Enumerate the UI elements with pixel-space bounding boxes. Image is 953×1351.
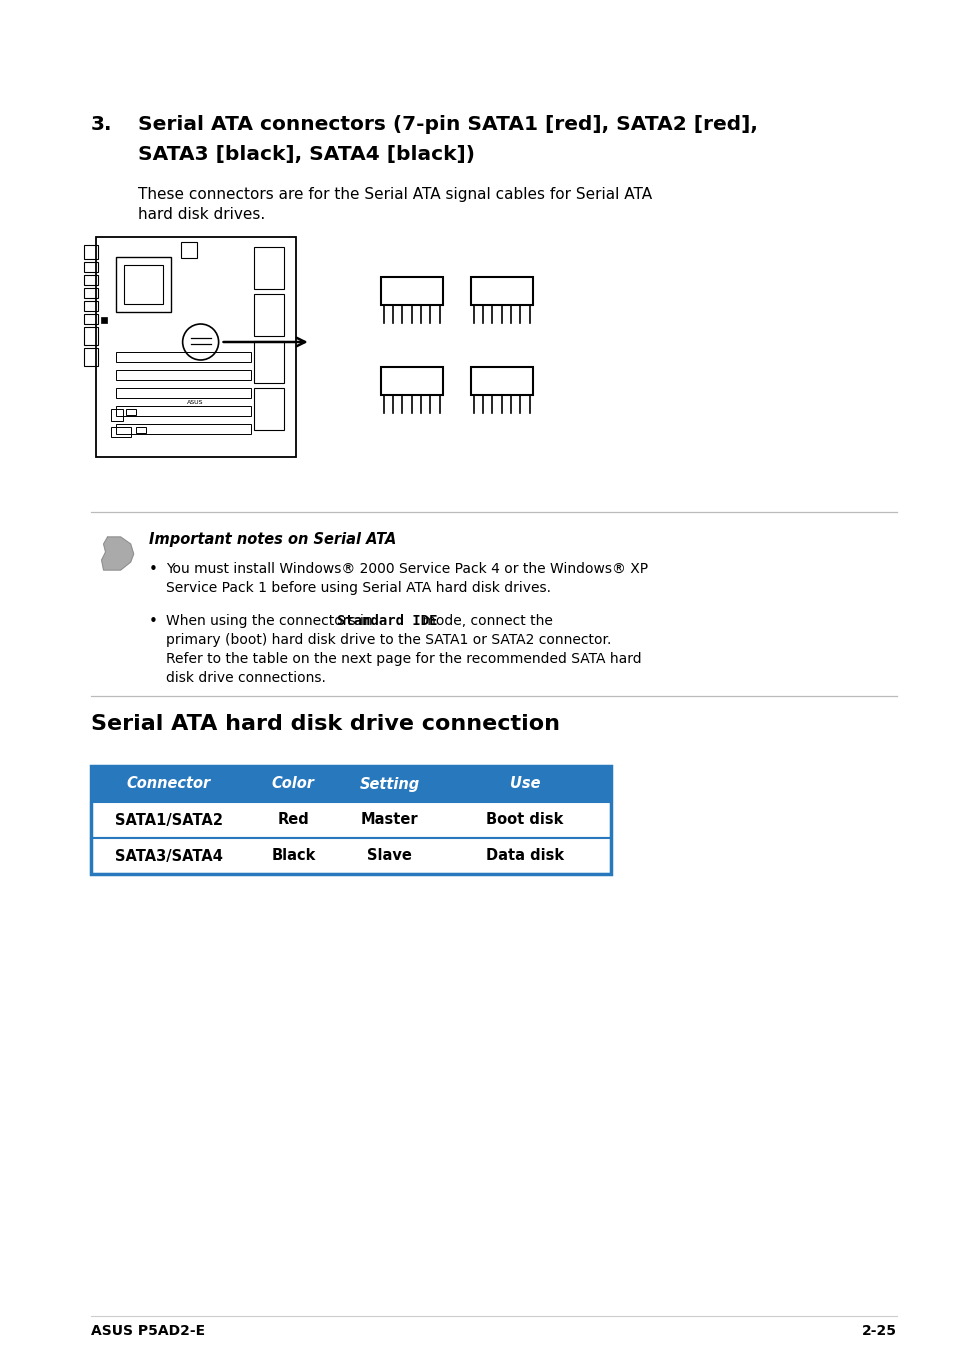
- Text: Important notes on Serial ATA: Important notes on Serial ATA: [149, 532, 395, 547]
- Text: Standard IDE: Standard IDE: [336, 613, 436, 628]
- Text: ASUS: ASUS: [187, 400, 204, 404]
- Bar: [95, 236, 295, 457]
- Bar: [253, 340, 283, 382]
- Bar: [380, 277, 442, 305]
- Bar: [91, 766, 610, 874]
- Bar: [470, 367, 532, 394]
- Bar: [253, 247, 283, 289]
- Bar: [115, 388, 251, 399]
- Bar: [84, 327, 97, 345]
- Bar: [126, 409, 135, 415]
- Bar: [115, 353, 251, 362]
- Bar: [111, 427, 131, 436]
- Text: These connectors are for the Serial ATA signal cables for Serial ATA: These connectors are for the Serial ATA …: [138, 186, 652, 203]
- Bar: [135, 427, 146, 434]
- Text: Setting: Setting: [359, 777, 419, 792]
- Bar: [91, 802, 610, 838]
- Bar: [84, 245, 97, 259]
- Bar: [115, 370, 251, 380]
- Bar: [84, 313, 97, 324]
- Text: Service Pack 1 before using Serial ATA hard disk drives.: Service Pack 1 before using Serial ATA h…: [166, 581, 550, 594]
- Bar: [253, 295, 283, 336]
- Bar: [84, 276, 97, 285]
- Bar: [124, 265, 162, 304]
- Text: •: •: [149, 613, 157, 630]
- Bar: [100, 317, 107, 323]
- Bar: [115, 424, 251, 434]
- Text: Color: Color: [272, 777, 314, 792]
- Text: SATA3 [black], SATA4 [black]): SATA3 [black], SATA4 [black]): [138, 145, 475, 163]
- Bar: [84, 262, 97, 272]
- Text: You must install Windows® 2000 Service Pack 4 or the Windows® XP: You must install Windows® 2000 Service P…: [166, 562, 647, 576]
- Polygon shape: [102, 536, 133, 570]
- Bar: [115, 407, 251, 416]
- Text: Red: Red: [277, 812, 309, 828]
- Text: 2-25: 2-25: [861, 1324, 896, 1337]
- Bar: [380, 367, 442, 394]
- Text: Use: Use: [509, 777, 539, 792]
- Text: Refer to the table on the next page for the recommended SATA hard: Refer to the table on the next page for …: [166, 653, 640, 666]
- Text: 3.: 3.: [91, 115, 112, 134]
- Text: Master: Master: [360, 812, 418, 828]
- Bar: [115, 257, 171, 312]
- Text: Black: Black: [271, 848, 315, 863]
- Text: Boot disk: Boot disk: [486, 812, 563, 828]
- Text: Connector: Connector: [127, 777, 211, 792]
- Bar: [253, 388, 283, 430]
- Text: Slave: Slave: [367, 848, 412, 863]
- Bar: [180, 242, 196, 258]
- Text: Serial ATA hard disk drive connection: Serial ATA hard disk drive connection: [91, 713, 559, 734]
- Bar: [84, 301, 97, 311]
- Text: SATA3/SATA4: SATA3/SATA4: [114, 848, 222, 863]
- Text: primary (boot) hard disk drive to the SATA1 or SATA2 connector.: primary (boot) hard disk drive to the SA…: [166, 634, 610, 647]
- Bar: [84, 349, 97, 366]
- Bar: [111, 409, 123, 422]
- Text: •: •: [149, 562, 157, 577]
- Bar: [91, 838, 610, 874]
- Text: When using the connectors in: When using the connectors in: [166, 613, 376, 628]
- Text: mode, connect the: mode, connect the: [418, 613, 553, 628]
- Text: disk drive connections.: disk drive connections.: [166, 671, 325, 685]
- Bar: [84, 288, 97, 299]
- Text: Data disk: Data disk: [485, 848, 563, 863]
- Text: ASUS P5AD2-E: ASUS P5AD2-E: [91, 1324, 205, 1337]
- Text: Serial ATA connectors (7-pin SATA1 [red], SATA2 [red],: Serial ATA connectors (7-pin SATA1 [red]…: [138, 115, 758, 134]
- Bar: [470, 277, 532, 305]
- Text: SATA1/SATA2: SATA1/SATA2: [114, 812, 222, 828]
- Bar: [91, 766, 610, 802]
- Text: hard disk drives.: hard disk drives.: [138, 207, 265, 222]
